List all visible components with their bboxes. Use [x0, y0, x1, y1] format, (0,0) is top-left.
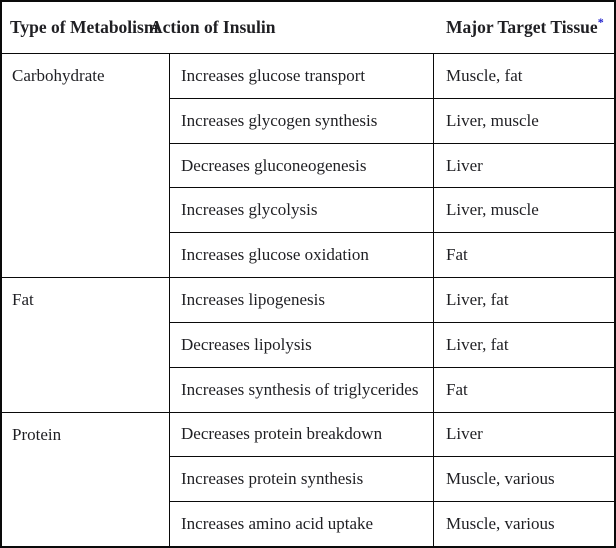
group-label-cell: Fat: [2, 278, 170, 412]
table-row: Decreases gluconeogenesis Liver: [170, 142, 614, 188]
metabolism-group-protein: Protein Decreases protein breakdown Liver I…: [2, 411, 614, 546]
tissue-cell: Liver, fat: [446, 334, 509, 354]
group-rows: Increases glucose transport Muscle, fat In…: [170, 54, 614, 278]
action-cell: Decreases protein breakdown: [170, 412, 434, 457]
group-rows: Decreases protein breakdown Liver Increase…: [170, 412, 614, 546]
group-rows: Increases lipogenesis Liver, fat Decreases…: [170, 278, 614, 412]
metabolism-group-carbohydrate: Carbohydrate Increases glucose transport M…: [2, 54, 614, 278]
table-row: Decreases protein breakdown Liver: [170, 412, 614, 457]
action-cell: Increases glucose transport: [170, 54, 434, 98]
tissue-cell: Muscle, various: [446, 469, 555, 489]
action-cell: Increases glycogen synthesis: [170, 98, 434, 143]
table-header-row: Type of Metabolism Action of Insulin Maj…: [2, 2, 614, 54]
group-label-cell: Protein: [2, 412, 170, 546]
column-header-major-target-tissue-label: Major Target Tissue: [446, 17, 598, 37]
group-label-cell: Carbohydrate: [2, 54, 170, 278]
table-row: Increases synthesis of triglycerides Fat: [170, 366, 614, 412]
tissue-cell: Liver, fat: [446, 290, 509, 309]
table-row: Increases glucose transport Muscle, fat: [170, 54, 614, 98]
tissue-cell: Fat: [446, 245, 468, 265]
group-label: Fat: [12, 290, 34, 310]
table-body: Carbohydrate Increases glucose transport M…: [2, 54, 614, 546]
tissue-cell: Liver: [446, 424, 483, 444]
tissue-cell: Liver, muscle: [446, 200, 539, 220]
action-cell: Increases glucose oxidation: [170, 233, 434, 278]
tissue-cell: Liver, muscle: [446, 110, 539, 130]
table-row: Increases amino acid uptake Muscle, vario…: [170, 501, 614, 546]
tissue-cell: Muscle, various: [446, 514, 555, 534]
tissue-cell: Liver: [446, 155, 483, 175]
column-header-action-of-insulin: Action of Insulin: [150, 17, 276, 37]
group-label: Carbohydrate: [12, 66, 105, 85]
column-header-type-of-metabolism: Type of Metabolism: [10, 17, 159, 37]
action-cell: Increases glycolysis: [170, 188, 434, 233]
table-row: Increases lipogenesis Liver, fat: [170, 278, 614, 322]
table-row: Increases glycolysis Liver, muscle: [170, 187, 614, 233]
metabolism-group-fat: Fat Increases lipogenesis Liver, fat Decrea…: [2, 277, 614, 412]
action-cell: Increases protein synthesis: [170, 457, 434, 502]
table-row: Increases glucose oxidation Fat: [170, 232, 614, 278]
action-cell: Increases lipogenesis: [170, 278, 434, 322]
action-cell: Increases synthesis of triglycerides: [170, 367, 434, 412]
tissue-cell: Muscle, fat: [446, 65, 523, 85]
table-row: Increases protein synthesis Muscle, vario…: [170, 456, 614, 502]
action-cell: Decreases lipolysis: [170, 322, 434, 367]
table-row: Decreases lipolysis Liver, fat: [170, 321, 614, 367]
action-cell: Increases amino acid uptake: [170, 502, 434, 546]
table-row: Increases glycogen synthesis Liver, muscl…: [170, 97, 614, 143]
group-label: Protein: [12, 424, 62, 444]
tissue-cell: Fat: [446, 379, 468, 399]
footnote-asterisk: *: [597, 15, 604, 30]
action-cell: Decreases gluconeogenesis: [170, 143, 434, 188]
column-header-major-target-tissue: Major Target Tissue*: [438, 15, 614, 38]
